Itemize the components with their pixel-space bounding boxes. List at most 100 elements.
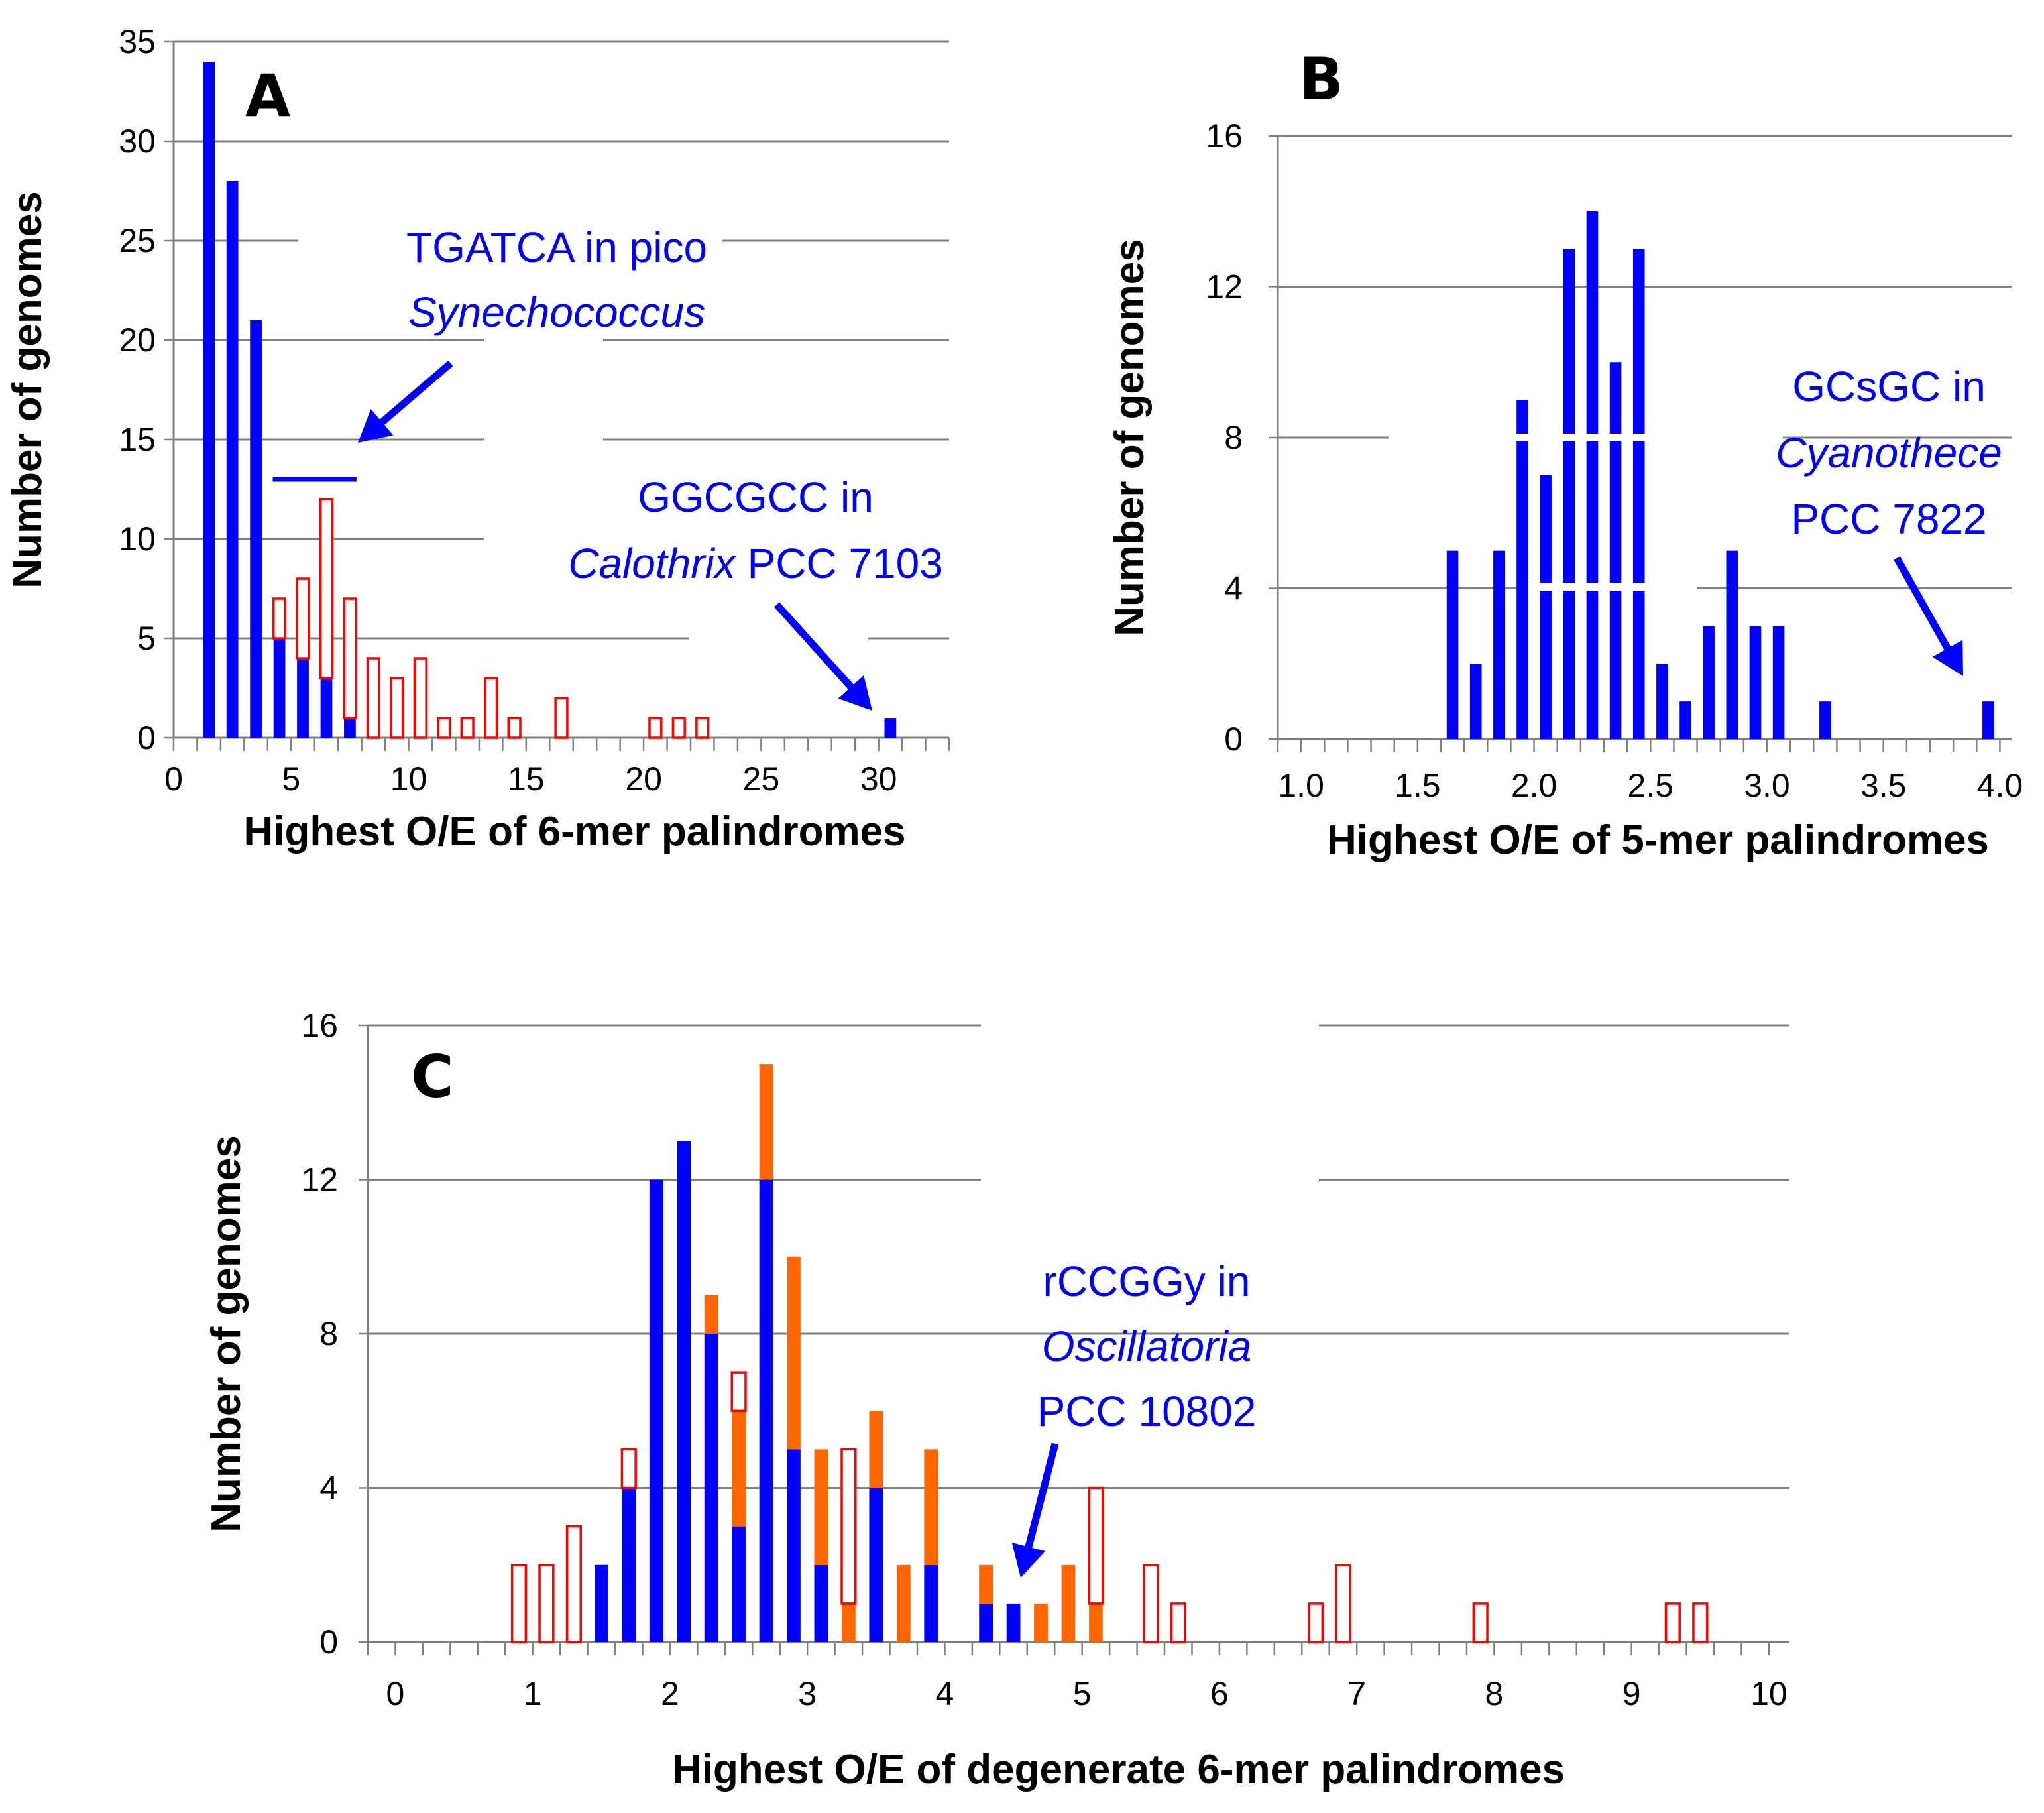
c-bar-red-outline	[1143, 1564, 1159, 1643]
c-annotation-line: PCC 10802	[1037, 1387, 1257, 1435]
a-panel-letter: A	[245, 62, 290, 130]
c-y-tick-label: 16	[301, 1007, 338, 1044]
c-bar-orange	[1061, 1564, 1076, 1642]
c-x-tick-label: 4	[936, 1675, 954, 1712]
a-x-axis-title: Highest O/E of 6-mer palindromes	[243, 809, 905, 854]
b-y-tick-label: 4	[1224, 570, 1243, 607]
b-bar-blue	[1749, 626, 1762, 739]
c-x-tick-label: 2	[661, 1675, 679, 1712]
c-bar-blue	[979, 1603, 993, 1642]
a-label-backdrop	[689, 636, 868, 644]
a-bar-red-outline	[554, 697, 569, 739]
a-bar-red-outline	[460, 717, 475, 739]
b-x-axis-title: Highest O/E of 5-mer palindromes	[1327, 817, 1989, 863]
c-bar-blue	[649, 1179, 663, 1642]
c-bar-blue	[814, 1564, 828, 1642]
b-annotation-line: Cyanothece	[1776, 429, 2002, 477]
c-bar-red-outline	[1088, 1486, 1104, 1605]
a-bar-red-outline	[507, 717, 522, 739]
c-bar-red-outline	[1307, 1602, 1324, 1643]
a-x-tick-label: 20	[625, 760, 662, 797]
c-x-tick-label: 1	[524, 1675, 542, 1712]
b-y-tick-label: 12	[1206, 268, 1243, 306]
c-bar-blue	[622, 1488, 636, 1642]
a-bar-blue	[884, 718, 897, 738]
b-bar-blue	[1446, 550, 1459, 739]
a-annotation-line: TGATCA in pico	[406, 223, 707, 271]
a-bar-blue	[226, 181, 239, 738]
c-arrow-shaft	[1025, 1442, 1059, 1548]
a-bar-blue	[203, 62, 215, 738]
b-bar-blue	[1632, 249, 1645, 739]
c-x-tick-label: 7	[1347, 1675, 1366, 1712]
b-bar-blue	[1982, 701, 1994, 739]
c-bar-blue	[924, 1564, 938, 1642]
a-bar-blue	[344, 718, 356, 738]
c-bar-blue	[677, 1141, 691, 1642]
c-x-axis-title: Highest O/E of degenerate 6-mer palindro…	[672, 1747, 1565, 1792]
c-bar-orange	[704, 1295, 718, 1334]
a-y-tick-label: 5	[137, 620, 156, 657]
a-x-tick-label: 25	[743, 760, 780, 797]
b-bar-blue	[1726, 550, 1738, 739]
b-x-tick-label: 3.5	[1860, 767, 1907, 804]
c-bar-blue	[869, 1488, 883, 1642]
b-bar-blue	[1516, 400, 1528, 739]
a-bar-red-outline	[319, 498, 334, 679]
c-bar-orange	[869, 1411, 883, 1488]
c-bar-blue	[594, 1564, 608, 1642]
b-x-tick-label: 1.5	[1394, 767, 1441, 804]
c-bar-orange	[1034, 1603, 1048, 1642]
c-bar-red-outline	[565, 1525, 582, 1643]
a-bar-red-outline	[296, 577, 310, 660]
c-arrow-head	[1011, 1543, 1046, 1578]
c-y-axis-title: Number of genomes	[203, 1135, 249, 1532]
b-annotation-line: GCsGC in	[1792, 363, 1986, 410]
a-bar-red-outline	[437, 717, 451, 739]
c-bar-orange	[924, 1449, 938, 1565]
b-bar-blue	[1656, 664, 1668, 739]
a-bar-red-outline	[272, 597, 287, 640]
a-label-backdrop	[716, 225, 749, 233]
a-x-tick-label: 0	[164, 760, 183, 797]
b-x-tick-label: 2.0	[1511, 767, 1558, 804]
a-label-backdrop	[298, 238, 722, 246]
b-bar-blue	[1493, 550, 1505, 739]
a-arrow-head	[838, 675, 872, 711]
a-bar-red-outline	[484, 677, 498, 739]
c-label-backdrop	[981, 1176, 1319, 1184]
a-bar-red-outline	[648, 717, 663, 739]
c-bar-orange	[842, 1603, 856, 1642]
b-bar-blue	[1703, 626, 1715, 739]
c-panel-letter: C	[411, 1043, 454, 1111]
c-annotation-line: Oscillatoria	[1042, 1322, 1252, 1370]
b-label-backdrop	[1528, 434, 1783, 441]
c-bar-red-outline	[510, 1564, 528, 1643]
a-bar-red-outline	[390, 677, 404, 739]
a-label-backdrop	[484, 337, 603, 345]
c-x-tick-label: 9	[1622, 1675, 1641, 1712]
a-x-tick-label: 5	[282, 760, 300, 797]
a-x-tick-label: 30	[860, 760, 897, 797]
a-bar-blue	[297, 658, 309, 738]
c-bar-orange	[759, 1064, 773, 1180]
b-bar-blue	[1772, 626, 1785, 739]
c-bar-red-outline	[1335, 1564, 1351, 1643]
b-bar-blue	[1609, 362, 1622, 739]
panel-a-chart: 0 5 10 15 20 25 30 0 5 10 15 20 25 30 35 Highest O/E of…	[5, 23, 974, 854]
a-arrow-shaft	[773, 602, 854, 690]
b-y-axis-title: Number of genomes	[1107, 239, 1153, 636]
c-x-tick-label: 0	[386, 1675, 405, 1712]
a-x-tick-label: 15	[508, 760, 545, 797]
panel-b-chart: 1.0 1.5 2.0 2.5 3.0 3.5 4.0 0 4 8 12 16 Highest O/E …	[1107, 45, 2023, 863]
c-bar-red-outline	[840, 1448, 857, 1605]
a-label-backdrop	[298, 318, 411, 325]
c-bar-blue	[1006, 1603, 1021, 1642]
a-y-tick-label: 25	[119, 222, 156, 259]
a-y-tick-label: 30	[119, 123, 156, 160]
c-bar-red-outline	[1692, 1602, 1709, 1643]
b-bar-blue	[1540, 475, 1552, 739]
a-y-tick-label: 10	[119, 520, 156, 557]
